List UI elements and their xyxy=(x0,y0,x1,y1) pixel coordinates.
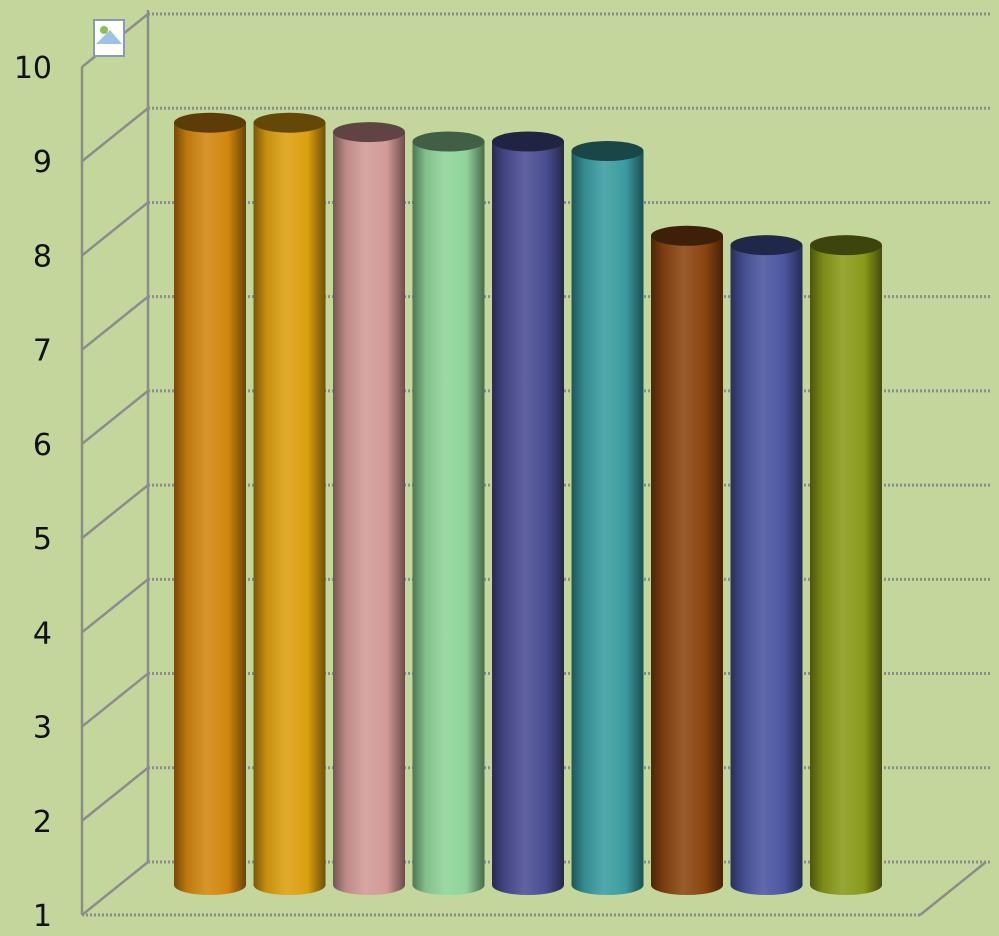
bar-cylinder-top xyxy=(810,235,882,256)
bar-cylinder-top xyxy=(253,112,326,133)
gridline-side xyxy=(81,484,149,540)
gridline-side xyxy=(81,578,149,634)
gridline-side xyxy=(81,201,149,257)
y-tick-label: 2 xyxy=(33,805,52,840)
bar xyxy=(333,122,405,896)
bar xyxy=(730,235,803,895)
y-tick-label: 3 xyxy=(33,711,52,746)
bar-cylinder-body xyxy=(253,122,326,895)
floor-side-edge xyxy=(919,861,987,916)
bar xyxy=(651,225,723,895)
bar-cylinder-body xyxy=(730,245,803,895)
bar-cylinder-body xyxy=(571,150,644,895)
gridline-side xyxy=(81,389,149,445)
gridline-side xyxy=(81,672,149,728)
y-tick-label: 6 xyxy=(33,428,52,463)
bar-cylinder-body xyxy=(174,122,246,895)
bar-cylinder-body xyxy=(810,245,882,895)
gridline-side xyxy=(81,107,149,163)
bar xyxy=(174,112,246,895)
gridline-side xyxy=(81,766,149,822)
bar-cylinder-top xyxy=(651,225,723,246)
bar-cylinder-body xyxy=(333,132,405,896)
bar xyxy=(810,235,882,895)
plot-bars xyxy=(174,112,882,896)
bar-cylinder-top xyxy=(492,131,564,152)
bar-cylinder-body xyxy=(412,141,485,896)
bar-cylinder-top xyxy=(730,235,803,256)
bar-cylinder-top xyxy=(333,122,405,143)
bar xyxy=(412,131,485,896)
y-tick-label: 5 xyxy=(33,522,52,557)
gridline-side xyxy=(81,861,149,916)
y-tick-label: 1 xyxy=(33,899,52,934)
bar xyxy=(571,140,644,895)
bar-cylinder-body xyxy=(651,235,723,895)
y-tick-label: 7 xyxy=(33,334,52,369)
bar xyxy=(253,112,326,895)
y-tick-label: 9 xyxy=(33,145,52,180)
y-tick-label: 8 xyxy=(33,239,52,274)
chart-object-icon xyxy=(93,19,125,57)
bar xyxy=(492,131,564,896)
gridline-side xyxy=(81,295,149,351)
bar-cylinder-top xyxy=(174,112,246,133)
value-axis: 1 2 3 4 5 6 7 8 9 10 xyxy=(14,10,987,934)
y-tick-label: 4 xyxy=(33,616,52,651)
bar-cylinder-top xyxy=(412,131,485,152)
y-tick-label: 10 xyxy=(14,51,52,86)
bar-cylinder-top xyxy=(571,140,644,161)
bar-cylinder-body xyxy=(492,141,564,896)
